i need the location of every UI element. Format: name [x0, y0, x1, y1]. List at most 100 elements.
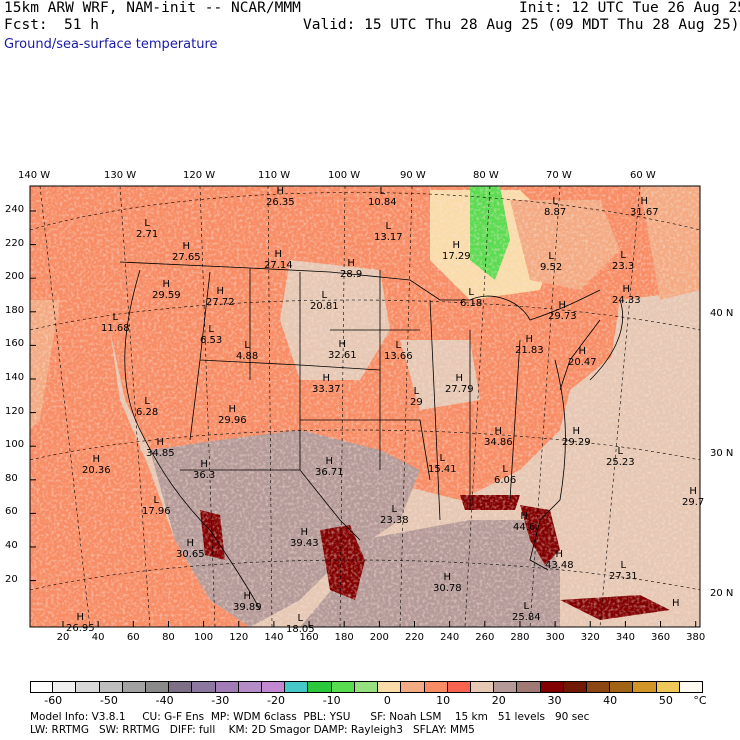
marker-letter: H — [443, 572, 452, 583]
low-marker: L 6.28 — [136, 396, 158, 418]
x-grid-label: 280 — [510, 632, 530, 643]
high-marker: H 31.67 — [630, 196, 659, 218]
high-marker: H 29.29 — [562, 426, 591, 448]
marker-value: 20.47 — [568, 357, 597, 368]
colorbar-swatch — [169, 681, 193, 693]
marker-letter: H — [76, 612, 85, 623]
longitude-label: 70 W — [546, 170, 572, 181]
low-marker: L 6.18 — [460, 287, 482, 309]
y-grid-label: 120 — [5, 405, 25, 417]
low-marker: L 6.06 — [494, 464, 516, 486]
marker-value: 39.89 — [233, 602, 262, 613]
marker-letter: L — [552, 196, 558, 207]
marker-value: 4.88 — [236, 351, 259, 362]
colorbar-label: 20 — [491, 694, 506, 707]
high-marker: H 20.47 — [568, 346, 597, 368]
colorbar-swatch — [517, 681, 541, 693]
marker-letter: L — [617, 446, 624, 457]
valid-time: Valid: 15 UTC Thu 28 Aug 25 (09 MDT Thu … — [303, 17, 740, 33]
colorbar-swatch — [53, 681, 77, 693]
marker-value: 27.72 — [206, 297, 235, 308]
x-grid-label: 260 — [475, 632, 495, 643]
y-grid-label: 20 — [5, 573, 18, 585]
marker-letter: H — [689, 486, 697, 497]
marker-letter: L — [439, 453, 446, 464]
y-grid-label: 180 — [5, 304, 25, 316]
colorbar-label: -30 — [211, 694, 230, 707]
low-marker: L 20.81 — [310, 290, 339, 312]
marker-letter: H — [520, 511, 528, 522]
marker-letter: H — [322, 373, 331, 384]
high-marker: H 36.71 — [315, 456, 344, 478]
high-marker: H 28.9 — [340, 258, 362, 280]
colorbar-swatch — [192, 681, 216, 693]
high-marker: H 27.65 — [172, 241, 201, 263]
x-grid-label: 60 — [126, 632, 140, 643]
marker-value: 30.65 — [176, 549, 205, 560]
marker-letter: L — [468, 287, 474, 298]
low-marker: L 8.87 — [544, 196, 566, 218]
low-marker: L 27.31 — [609, 560, 638, 582]
high-marker: H 24.33 — [612, 284, 641, 306]
marker-value: 6.28 — [136, 407, 159, 418]
marker-value: 31.67 — [630, 207, 659, 218]
colorbar-label: 50 — [658, 694, 673, 707]
marker-letter: L — [523, 601, 530, 612]
high-marker: H 34.86 — [484, 426, 513, 448]
marker-value: 20.81 — [310, 301, 339, 312]
x-grid-label: 20 — [56, 632, 70, 643]
marker-value: 29.29 — [562, 437, 591, 448]
high-marker: H 29.7 — [682, 486, 704, 508]
colorbar-swatch — [354, 681, 379, 693]
colorbar-swatch — [215, 681, 239, 693]
low-marker: L 23.38 — [380, 504, 409, 526]
low-marker: L 25.23 — [606, 446, 635, 468]
longitude-label: 120 W — [183, 170, 216, 181]
marker-value: 29.7 — [682, 497, 705, 508]
marker-letter: H — [216, 286, 225, 297]
x-grid-label: 320 — [580, 632, 600, 643]
marker-value: 29 — [410, 397, 423, 408]
colorbar-label: -10 — [322, 694, 341, 707]
marker-value: 21.83 — [515, 345, 544, 356]
marker-letter: H — [325, 456, 334, 467]
colorbar-swatch — [99, 681, 123, 693]
marker-letter: H — [578, 346, 587, 357]
longitude-label: 90 W — [400, 170, 426, 181]
low-marker: L 25.84 — [512, 601, 541, 623]
x-grid-label: 120 — [229, 632, 249, 643]
marker-letter: L — [244, 340, 250, 351]
borders — [119, 261, 624, 611]
model-physics: LW: RRTMG SW: RRTMG DIFF: full KM: 2D Sm… — [30, 724, 475, 736]
high-marker: H 43.48 — [545, 549, 574, 571]
x-grid-label: 300 — [545, 632, 565, 643]
x-grid-label: 380 — [686, 632, 706, 643]
colorbar-label: 30 — [547, 694, 562, 707]
marker-letter: L — [620, 560, 627, 571]
marker-letter: H — [640, 196, 649, 207]
marker-value: 17.96 — [142, 506, 171, 517]
high-marker: H 30.78 — [433, 572, 462, 594]
colorbar-swatch — [540, 681, 564, 693]
colorbar-swatch — [610, 681, 634, 693]
y-grid-label: 140 — [5, 372, 25, 383]
marker-letter: L — [321, 290, 328, 301]
marker-value: 13.66 — [384, 351, 413, 362]
marker-value: 11.68 — [101, 323, 130, 334]
colorbar-swatch — [331, 681, 355, 693]
marker-value: 13.17 — [374, 232, 403, 243]
map-field — [30, 186, 700, 627]
y-grid-label: 200 — [5, 271, 25, 283]
marker-letter: H — [347, 258, 355, 269]
marker-letter: L — [413, 386, 420, 397]
marker-value: 6.53 — [200, 335, 223, 346]
forecast-hour: 51 h — [64, 17, 99, 33]
colorbar-swatch — [122, 681, 147, 693]
x-grid-label: 240 — [440, 632, 460, 643]
marker-value: 23.38 — [380, 515, 409, 526]
marker-letter: L — [620, 250, 626, 261]
colorbar-label: -60 — [44, 694, 63, 707]
colorbar-label: 40 — [603, 694, 618, 707]
marker-letter: H — [622, 284, 631, 295]
marker-value: 33.37 — [312, 384, 341, 395]
